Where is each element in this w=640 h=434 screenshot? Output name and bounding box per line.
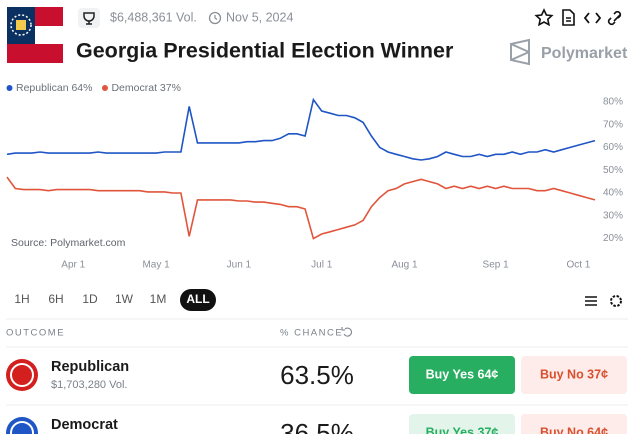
brand-name: Polymarket bbox=[541, 45, 628, 62]
y-tick-label: 60% bbox=[603, 142, 623, 153]
y-tick-label: 40% bbox=[603, 188, 623, 199]
outcome-name: Republican bbox=[51, 359, 129, 375]
buy-yes-button[interactable]: Buy Yes 64¢ bbox=[426, 367, 499, 381]
x-tick-label: Aug 1 bbox=[391, 260, 418, 271]
buy-no-button[interactable]: Buy No 37¢ bbox=[540, 367, 608, 381]
buy-yes-bg[interactable] bbox=[409, 356, 515, 394]
trophy-badge bbox=[78, 8, 100, 28]
buy-yes-bg[interactable] bbox=[409, 414, 515, 434]
range-button[interactable]: 1H bbox=[14, 292, 29, 306]
y-tick-label: 50% bbox=[603, 165, 623, 176]
outcome-icon bbox=[6, 417, 38, 434]
series-line bbox=[6, 176, 596, 240]
chart: Republican 64% Democrat 37% 20% 30% 40% 50% 60… bbox=[6, 82, 623, 271]
legend-marker bbox=[6, 85, 13, 91]
range-button[interactable]: 1D bbox=[82, 292, 98, 306]
volume: $6,488,361 Vol. bbox=[110, 10, 197, 24]
gear-button[interactable] bbox=[610, 295, 622, 307]
x-tick-label: Jun 1 bbox=[227, 260, 252, 271]
clock-icon bbox=[208, 11, 222, 25]
outcome-header: OUTCOME bbox=[6, 328, 65, 339]
y-tick-label: 70% bbox=[603, 119, 623, 130]
buy-no-bg[interactable] bbox=[521, 356, 627, 394]
favorite-button[interactable] bbox=[534, 8, 554, 27]
outcome-volume: $1,703,280 Vol. bbox=[51, 379, 127, 391]
legend-label: Democrat 37% bbox=[111, 82, 180, 94]
x-tick-label: Sep 1 bbox=[483, 260, 510, 271]
range-button[interactable]: 6H bbox=[48, 292, 63, 306]
y-tick-label: 80% bbox=[603, 96, 623, 107]
source: Source: Polymarket.com bbox=[11, 237, 126, 249]
x-tick-label: Apr 1 bbox=[61, 260, 85, 271]
rules-button[interactable] bbox=[562, 9, 575, 26]
trophy-icon bbox=[83, 12, 95, 25]
x-tick-label: Jul 1 bbox=[311, 260, 333, 271]
buy-no-bg[interactable] bbox=[521, 414, 627, 434]
outcome-icon-ring bbox=[10, 421, 34, 434]
outcome-icon-ring bbox=[10, 363, 34, 387]
series-line bbox=[6, 97, 596, 161]
y-tick-label: 30% bbox=[603, 210, 623, 221]
source-bg bbox=[7, 235, 131, 251]
buy-yes-button[interactable]: Buy Yes 37¢ bbox=[426, 425, 499, 434]
range-button[interactable]: ALL bbox=[186, 292, 209, 306]
range-button[interactable]: 1W bbox=[115, 292, 134, 306]
range-active-bg[interactable] bbox=[180, 289, 216, 311]
outcome-name: Democrat bbox=[51, 417, 118, 433]
y-tick-label: 20% bbox=[603, 233, 623, 244]
embed-button[interactable] bbox=[583, 12, 602, 24]
brand-logo bbox=[510, 38, 530, 66]
outcome-chance: 36.5% bbox=[280, 418, 354, 434]
end-date: Nov 5, 2024 bbox=[226, 10, 293, 24]
buy-no-button[interactable]: Buy No 64¢ bbox=[540, 425, 608, 434]
outcome-table: Republican $1,703,280 Vol. 63.5% Buy Yes 64… bbox=[6, 356, 627, 434]
chance-header: % CHANCE bbox=[280, 328, 343, 339]
x-tick-label: May 1 bbox=[142, 260, 170, 271]
x-tick-label: Oct 1 bbox=[566, 260, 590, 271]
link-button[interactable] bbox=[607, 10, 622, 26]
legend-marker bbox=[101, 85, 108, 91]
range-button[interactable]: 1M bbox=[150, 292, 167, 306]
time-range-selector: 1H 6H 1D 1W 1M ALL bbox=[14, 289, 216, 311]
legend-label: Republican 64% bbox=[16, 82, 92, 94]
outcome-chance: 63.5% bbox=[280, 360, 354, 390]
market-flag bbox=[7, 7, 63, 63]
settings-button[interactable] bbox=[585, 296, 597, 306]
market-title: Georgia Presidential Election Winner bbox=[76, 39, 454, 63]
